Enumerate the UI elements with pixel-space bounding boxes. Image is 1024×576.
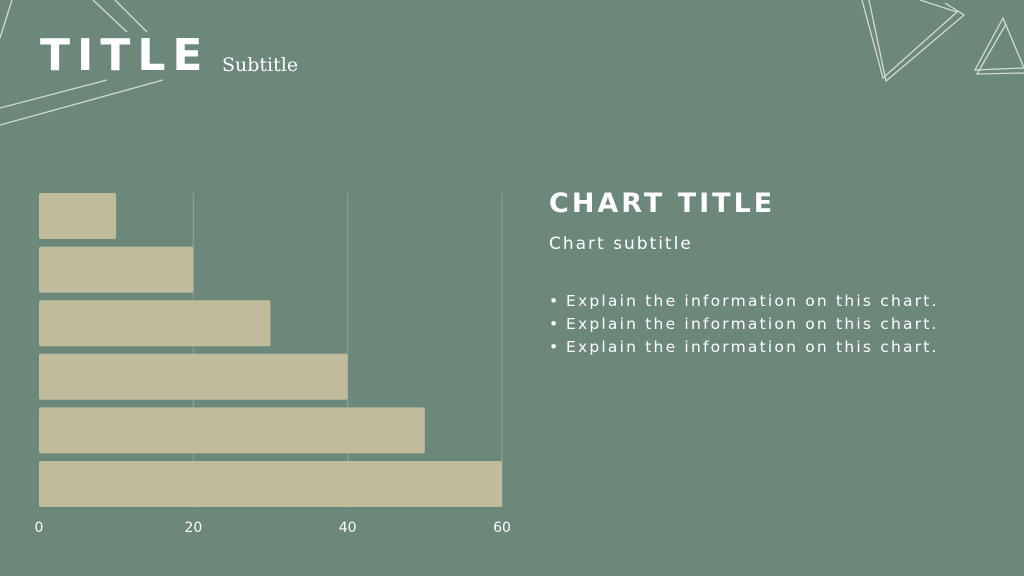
x-tick-label: 40	[339, 520, 357, 536]
slide-subtitle: Subtitle	[222, 54, 299, 76]
slide-title: TITLE	[40, 30, 210, 81]
bullet-item: Explain the information on this chart.	[549, 313, 949, 336]
x-tick-label: 60	[493, 520, 511, 536]
bar	[39, 353, 348, 400]
x-tick-label: 0	[35, 520, 44, 536]
bullet-list: Explain the information on this chart. E…	[549, 290, 949, 359]
x-tick-label: 20	[184, 520, 202, 536]
chart-subtitle: Chart subtitle	[549, 234, 693, 254]
bullet-item: Explain the information on this chart.	[549, 290, 949, 313]
bar	[39, 300, 271, 347]
chart-title: CHART TITLE	[549, 188, 776, 219]
bar	[39, 461, 502, 507]
bar	[39, 246, 194, 293]
bar	[39, 407, 425, 454]
bar	[39, 193, 117, 239]
bullet-item: Explain the information on this chart.	[549, 336, 949, 359]
